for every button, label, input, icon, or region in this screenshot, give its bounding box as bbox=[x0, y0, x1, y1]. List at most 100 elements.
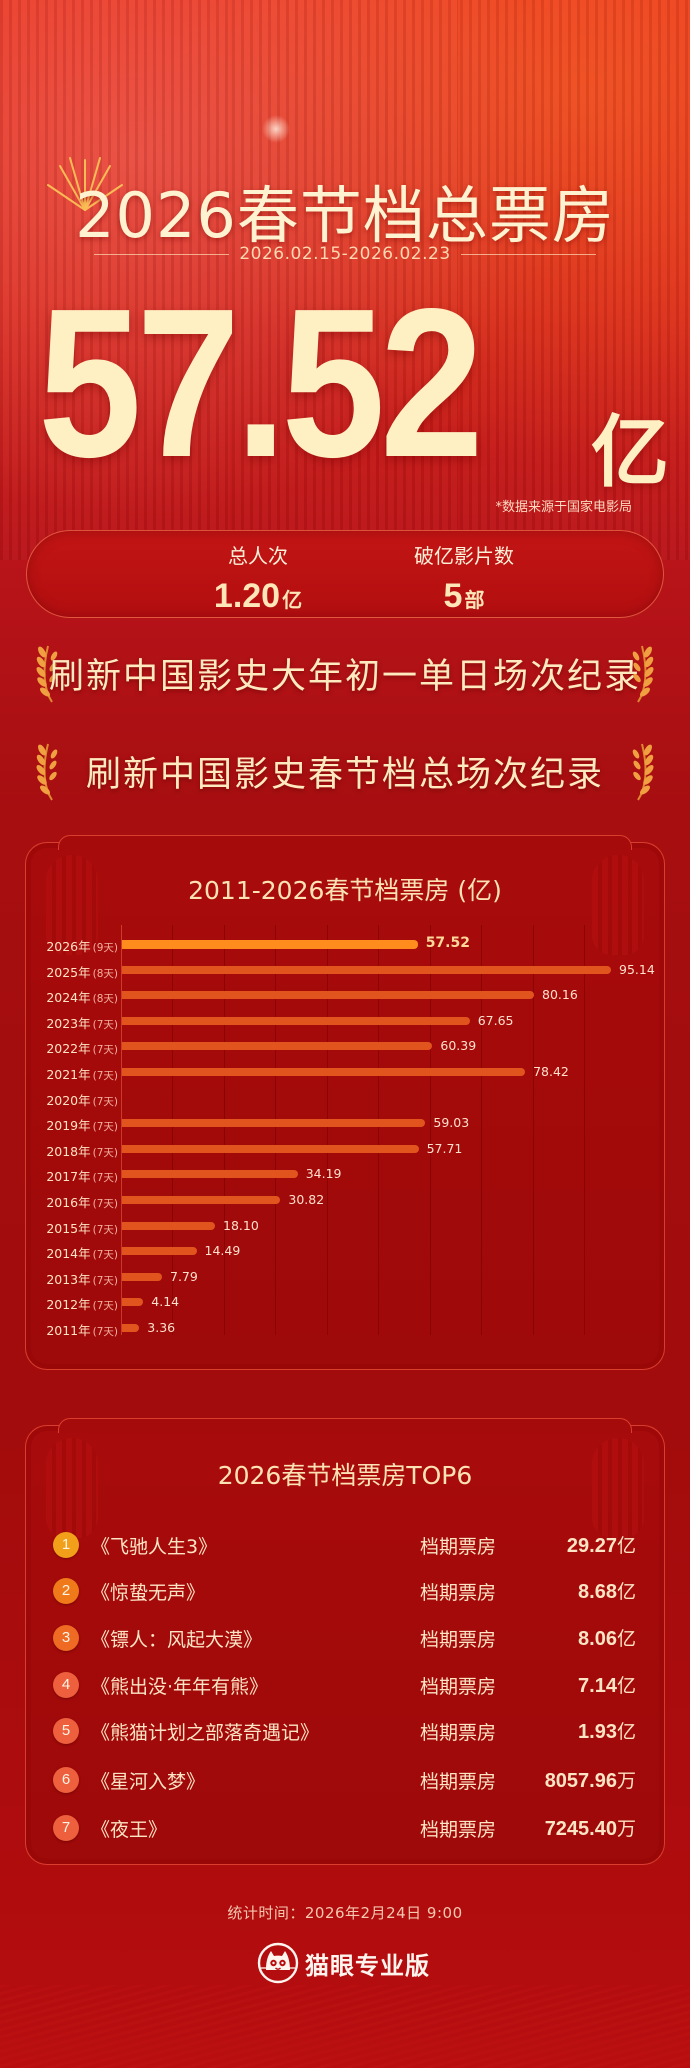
stat-films-unit: 部 bbox=[464, 588, 485, 612]
bar-value-label: 57.71 bbox=[426, 1140, 463, 1156]
chart-year-label: 2014年 (7天) bbox=[26, 1243, 118, 1262]
chart-year-label: 2023年 (7天) bbox=[26, 1013, 118, 1032]
days: (7天) bbox=[92, 1198, 118, 1210]
bar bbox=[122, 1247, 197, 1256]
source-note: *数据来源于国家电影局 bbox=[495, 500, 632, 515]
film-title: 《惊蛰无声》 bbox=[91, 1582, 206, 1604]
metric-label: 档期票房 bbox=[420, 1722, 497, 1744]
bar-value-label: 80.16 bbox=[542, 987, 578, 1003]
chart-year-label: 2019年 (7天) bbox=[26, 1115, 118, 1134]
stat-films-label: 破亿影片数 bbox=[414, 544, 514, 568]
bar-value-label: 57.52 bbox=[425, 935, 470, 951]
chart-row: 2024年 (8天) 80.16 bbox=[26, 986, 666, 1006]
bottom-wave-decoration bbox=[0, 1985, 690, 2068]
chart-row: 2013年 (7天) 7.79 bbox=[26, 1268, 666, 1288]
rank-badge: 2 bbox=[53, 1578, 79, 1604]
rank-badge: 6 bbox=[53, 1767, 79, 1793]
top-films-panel: 2026春节档票房TOP6 1 《飞驰人生3》 档期票房 29.27亿 2 《惊蛰无声》档… bbox=[25, 1418, 666, 1865]
gridline bbox=[224, 925, 225, 1335]
bar-value-label: 67.65 bbox=[477, 1012, 514, 1028]
laurel-icon bbox=[632, 645, 654, 703]
days: (7天) bbox=[92, 1300, 118, 1313]
gross-unit: 亿 bbox=[616, 1535, 636, 1557]
date-range-line: 2026.02.15-2026.02.23 bbox=[0, 243, 690, 265]
film-gross: 7.14亿 bbox=[578, 1671, 636, 1698]
film-gross: 8057.96万 bbox=[545, 1766, 636, 1793]
rank-badge: 5 bbox=[53, 1718, 79, 1744]
year: 2017年 bbox=[46, 1169, 91, 1185]
light-glow bbox=[262, 115, 290, 143]
gross-value: 8.06 bbox=[578, 1628, 617, 1650]
gross-unit: 亿 bbox=[616, 1581, 636, 1603]
stat-time: 统计时间：2026年2月24日 9:00 bbox=[227, 1904, 463, 1922]
days: (7天) bbox=[92, 1070, 118, 1082]
film-title: 《熊出没·年年有熊》 bbox=[91, 1676, 269, 1698]
days: (8天) bbox=[92, 967, 118, 980]
bar bbox=[122, 1119, 426, 1128]
bar-value-label: 3.36 bbox=[147, 1320, 176, 1335]
bar bbox=[122, 1196, 281, 1204]
total-box-office-unit: 亿 bbox=[591, 408, 670, 498]
year: 2025年 bbox=[46, 964, 91, 980]
metric-label: 档期票房 bbox=[420, 1771, 497, 1793]
firework-icon bbox=[47, 157, 123, 211]
bar bbox=[122, 1298, 144, 1307]
gridline bbox=[378, 925, 379, 1335]
year: 2023年 bbox=[46, 1015, 91, 1031]
gross-unit: 亿 bbox=[616, 1675, 636, 1697]
chart-row: 2023年 (7天) 67.65 bbox=[26, 1012, 666, 1032]
chart-year-label: 2022年 (7天) bbox=[26, 1038, 118, 1057]
gross-value: 8.68 bbox=[578, 1581, 617, 1603]
chart-year-label: 2017年 (7天) bbox=[26, 1166, 118, 1185]
chart-row: 2022年 (7天) 60.39 bbox=[26, 1037, 666, 1057]
record-text-2: 刷新中国影史春节档总场次纪录 bbox=[85, 755, 604, 795]
lantern-decoration bbox=[46, 1438, 98, 1538]
chart-row: 2017年 (7天) 34.19 bbox=[26, 1165, 666, 1185]
brand-name: 猫眼专业版 bbox=[305, 1951, 430, 1980]
bar-value-label: 95.14 bbox=[619, 961, 655, 977]
days: (7天) bbox=[92, 1044, 118, 1057]
chart-row: 2018年 (7天) 57.71 bbox=[26, 1140, 666, 1160]
gridline bbox=[327, 925, 328, 1335]
bar bbox=[122, 1221, 215, 1230]
bar bbox=[122, 1042, 433, 1051]
chart-year-label: 2025年 (8天) bbox=[26, 962, 118, 981]
total-box-office: 57.52 bbox=[38, 272, 539, 489]
gross-value: 7.14 bbox=[578, 1675, 617, 1697]
year: 2024年 bbox=[46, 990, 91, 1006]
history-chart-panel: 2011-2026春节档票房 (亿) 2026年 (9天) 57.52 2025年 (8… bbox=[25, 835, 666, 1371]
lantern-decoration bbox=[592, 1438, 644, 1538]
year: 2016年 bbox=[46, 1195, 91, 1210]
year: 2026年 bbox=[46, 939, 91, 954]
chart-row: 2020年 (7天) bbox=[26, 1089, 666, 1109]
gridline bbox=[172, 925, 173, 1335]
rank-badge: 1 bbox=[53, 1532, 79, 1558]
bar bbox=[122, 1016, 470, 1025]
film-title: 《夜王》 bbox=[91, 1819, 168, 1841]
poster-collage-center bbox=[232, 0, 458, 560]
metric-label: 档期票房 bbox=[420, 1819, 497, 1841]
gridline bbox=[481, 925, 482, 1335]
days: (8天) bbox=[92, 993, 118, 1006]
lantern-decoration bbox=[592, 855, 644, 955]
gross-value: 29.27 bbox=[566, 1535, 617, 1557]
rank-badge: 4 bbox=[53, 1672, 79, 1698]
gross-value: 8057.96 bbox=[544, 1770, 617, 1792]
brand-logo: 猫眼专业版 bbox=[257, 1942, 430, 1984]
bar-value-label: 78.42 bbox=[533, 1064, 569, 1079]
top-film-row: 6 《星河入梦》 档期票房 8057.96万 bbox=[26, 1763, 666, 1797]
film-gross: 29.27亿 bbox=[567, 1531, 636, 1558]
chart-year-label: 2018年 (7天) bbox=[26, 1141, 118, 1160]
gross-unit: 亿 bbox=[616, 1628, 636, 1650]
bar-value-label: 34.19 bbox=[305, 1166, 342, 1182]
laurel-icon bbox=[36, 743, 58, 801]
film-gross: 8.68亿 bbox=[578, 1577, 636, 1604]
chart-row: 2014年 (7天) 14.49 bbox=[26, 1242, 666, 1262]
year: 2015年 bbox=[46, 1220, 91, 1236]
bar bbox=[122, 1068, 526, 1076]
bar-chart: 2026年 (9天) 57.52 2025年 (8天) 95.14 2024年 (8天) 80.… bbox=[26, 843, 666, 1371]
bar bbox=[122, 1272, 162, 1281]
bar-value-label: 60.39 bbox=[440, 1038, 477, 1054]
